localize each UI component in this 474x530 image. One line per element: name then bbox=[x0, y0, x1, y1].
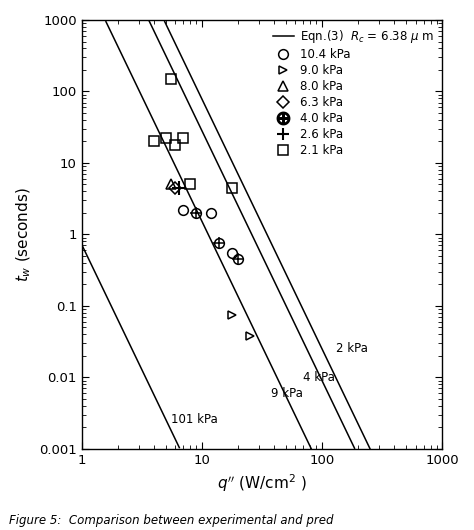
Text: 101 kPa: 101 kPa bbox=[171, 412, 217, 426]
Text: 2 kPa: 2 kPa bbox=[336, 342, 367, 355]
Text: Figure 5:  Comparison between experimental and pred: Figure 5: Comparison between experimenta… bbox=[9, 514, 334, 527]
Y-axis label: $t_w$ (seconds): $t_w$ (seconds) bbox=[15, 187, 33, 282]
Legend: Eqn.(3)  $R_c$ = 6.38 $\mu$ m, 10.4 kPa, 9.0 kPa, 8.0 kPa, 6.3 kPa, 4.0 kPa, 2.6: Eqn.(3) $R_c$ = 6.38 $\mu$ m, 10.4 kPa, … bbox=[268, 23, 438, 162]
Text: 4 kPa: 4 kPa bbox=[303, 371, 335, 384]
X-axis label: $q''$ (W/cm$^2$ ): $q''$ (W/cm$^2$ ) bbox=[217, 472, 307, 494]
Text: 9 kPa: 9 kPa bbox=[272, 386, 303, 400]
